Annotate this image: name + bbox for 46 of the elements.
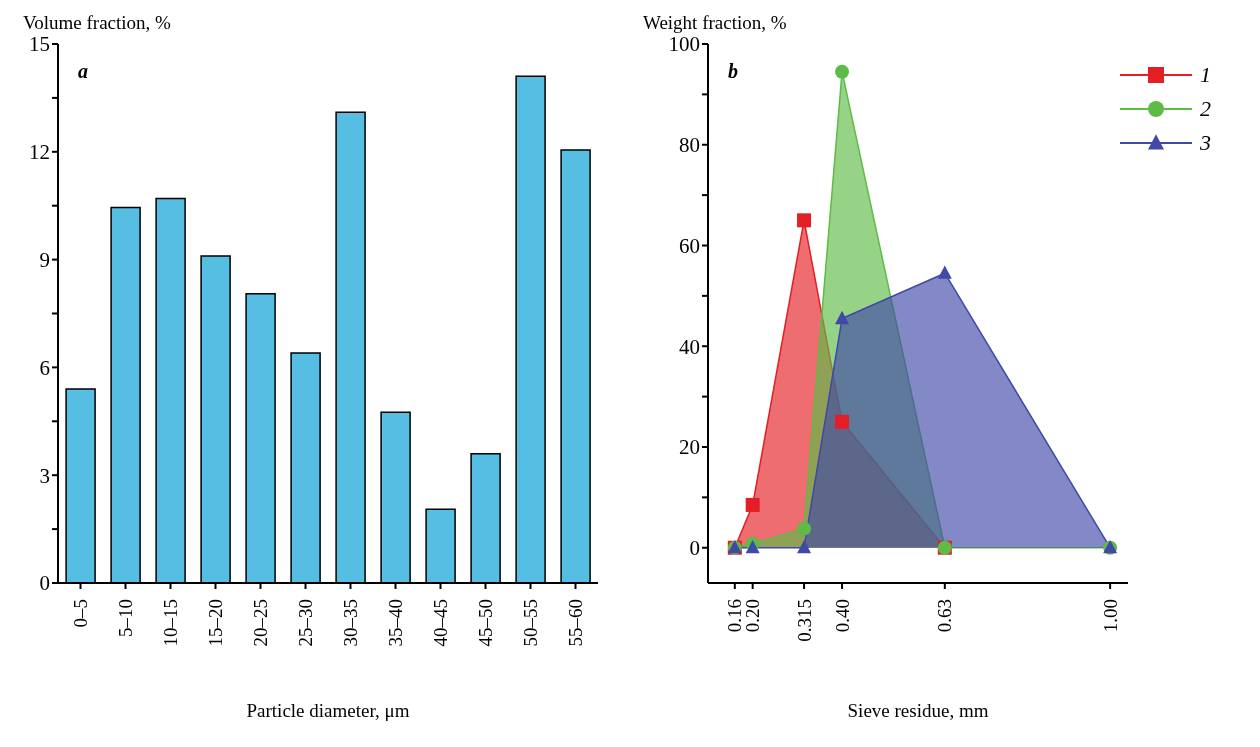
- legend-label: 3: [1200, 130, 1211, 156]
- y-axis-title: Weight fraction, %: [643, 12, 787, 34]
- x-tick-label: 0.63: [934, 599, 956, 633]
- x-axis-title: Sieve residue, mm: [847, 700, 989, 721]
- x-tick-label: 0.40: [831, 599, 853, 633]
- point: [797, 540, 812, 554]
- point: [835, 64, 850, 79]
- point: [797, 213, 812, 228]
- y-axis-title: Volume fraction, %: [23, 12, 171, 34]
- x-tick-label: 45–50: [475, 599, 496, 647]
- point: [745, 497, 760, 512]
- point: [797, 521, 812, 536]
- text: a: [78, 60, 88, 83]
- x-axis-title: Particle diameter, μm: [246, 700, 410, 721]
- y-tick-label: 60: [679, 233, 700, 258]
- x-tick-label: 30–35: [340, 599, 361, 647]
- x-tick-label: 20–25: [250, 599, 271, 647]
- x-tick-label: 35–40: [385, 599, 406, 647]
- x-tick-label: 10–15: [160, 599, 181, 647]
- y-tick-label: 20: [679, 435, 700, 460]
- y-tick-label: 0: [39, 571, 50, 596]
- y-tick-label: 12: [29, 140, 50, 165]
- x-tick-label: 0–5: [70, 599, 91, 628]
- y-tick-label: 9: [39, 248, 50, 273]
- x-tick-label: 1.00: [1099, 599, 1121, 633]
- x-tick-label: 50–55: [520, 599, 541, 647]
- y-tick-label: 80: [679, 133, 700, 158]
- y-tick-label: 15: [29, 32, 50, 57]
- y-tick-label: 3: [39, 463, 50, 488]
- point: [835, 310, 850, 325]
- y-tick-label: 40: [679, 334, 700, 359]
- point: [745, 540, 760, 554]
- point: [937, 265, 952, 279]
- text: b: [728, 60, 738, 83]
- x-tick-label: 0.315: [793, 599, 815, 642]
- x-tick-label: 55–60: [565, 599, 586, 647]
- y-tick-label: 100: [668, 32, 700, 57]
- y-tick-label: 6: [39, 355, 50, 380]
- legend-label: 2: [1200, 96, 1211, 122]
- y-tick-label: 0: [689, 536, 700, 561]
- x-tick-label: 40–45: [430, 599, 451, 647]
- point: [835, 414, 850, 429]
- x-tick-label: 25–30: [295, 599, 316, 647]
- x-tick-label: 5–10: [115, 599, 136, 637]
- legend-label: 1: [1200, 62, 1211, 88]
- x-tick-label: 15–20: [205, 599, 226, 647]
